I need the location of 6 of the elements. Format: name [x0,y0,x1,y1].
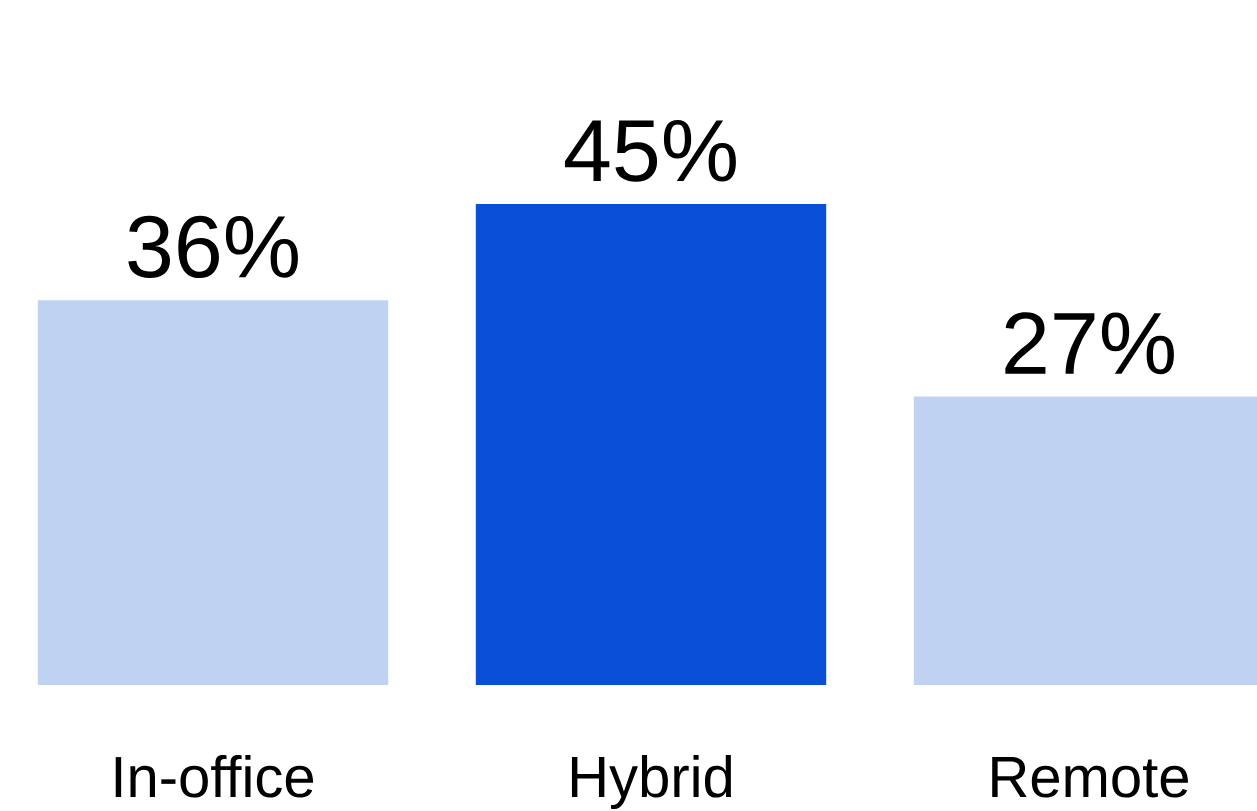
x-tick-label: Hybrid [571,754,732,810]
data-label: 36% [128,215,298,278]
data-label: 45% [564,119,736,182]
data-label: 27% [1005,312,1174,375]
x-tick-label: In-office [115,754,314,798]
x-tick-label: Remote [992,757,1188,798]
